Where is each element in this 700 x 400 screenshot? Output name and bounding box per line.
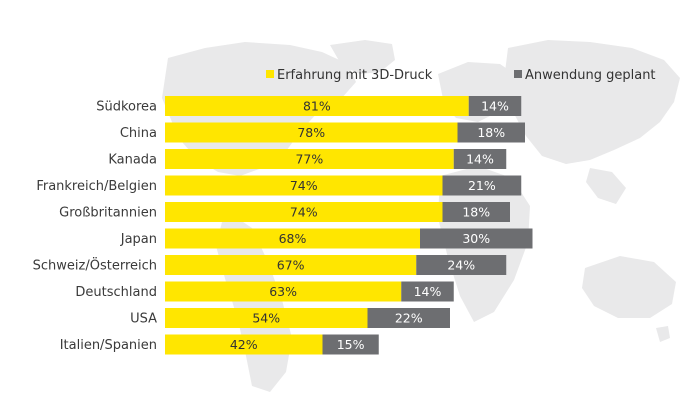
bar-china-series-0 — [165, 122, 458, 143]
value-label-suedkorea-series-0: 81% — [303, 99, 331, 114]
bar-italien-spanien-series-0 — [165, 334, 323, 355]
value-label-italien-spanien-series-0: 42% — [230, 337, 258, 352]
category-label-suedkorea: Südkorea — [96, 100, 157, 115]
bar-usa-series-1 — [367, 308, 450, 328]
category-label-deutschland: Deutschland — [75, 285, 157, 300]
value-label-usa-series-1: 22% — [395, 311, 423, 326]
value-label-schweiz-oesterreich-series-1: 24% — [447, 258, 475, 273]
value-label-schweiz-oesterreich-series-0: 67% — [277, 258, 305, 273]
bar-kanada-series-0 — [165, 149, 454, 169]
bar-japan-series-0 — [165, 228, 420, 249]
bar-grossbritannien-series-1 — [442, 202, 510, 222]
legend-label-anwendung: Anwendung geplant — [525, 68, 656, 83]
category-label-usa: USA — [130, 312, 157, 327]
category-label-kanada: Kanada — [108, 153, 157, 168]
category-label-grossbritannien: Großbritannien — [59, 206, 157, 221]
bar-kanada-series-1 — [453, 149, 507, 169]
bar-deutschland-series-1 — [401, 281, 454, 302]
bar-frankreich-belgien-series-1 — [442, 175, 522, 196]
category-label-china: China — [120, 126, 157, 141]
bar-usa-series-0 — [165, 308, 368, 328]
value-label-deutschland-series-1: 14% — [414, 284, 442, 299]
legend-swatch-anwendung — [514, 70, 522, 78]
bar-frankreich-belgien-series-0 — [165, 175, 443, 196]
value-label-suedkorea-series-1: 14% — [481, 99, 509, 114]
value-label-grossbritannien-series-1: 18% — [462, 205, 490, 220]
value-label-usa-series-0: 54% — [252, 311, 280, 326]
value-label-italien-spanien-series-1: 15% — [337, 337, 365, 352]
legend-swatch-erfahrung — [266, 70, 274, 78]
bar-schweiz-oesterreich-series-1 — [416, 255, 507, 275]
bar-schweiz-oesterreich-series-0 — [165, 255, 417, 275]
legend: Erfahrung mit 3D-Druck Anwendung geplant — [266, 68, 656, 83]
bar-italien-spanien-series-1 — [322, 334, 379, 355]
category-label-japan: Japan — [120, 232, 157, 247]
category-label-italien-spanien: Italien/Spanien — [60, 338, 157, 353]
legend-label-erfahrung: Erfahrung mit 3D-Druck — [277, 68, 433, 83]
bar-suedkorea-series-0 — [165, 96, 469, 116]
bar-deutschland-series-0 — [165, 281, 402, 302]
value-label-china-series-1: 18% — [477, 125, 505, 140]
value-label-japan-series-0: 68% — [279, 231, 307, 246]
bars-group: Südkorea 81% 14% China 78% 18% Kanada 77% 14% Fra… — [33, 96, 533, 355]
value-label-japan-series-1: 30% — [462, 231, 490, 246]
bar-grossbritannien-series-0 — [165, 202, 443, 222]
bar-china-series-1 — [457, 122, 525, 143]
value-label-frankreich-belgien-series-1: 21% — [468, 178, 496, 193]
bar-japan-series-1 — [420, 228, 533, 249]
value-label-frankreich-belgien-series-0: 74% — [290, 178, 318, 193]
category-label-frankreich-belgien: Frankreich/Belgien — [36, 179, 157, 194]
value-label-china-series-0: 78% — [297, 125, 325, 140]
value-label-deutschland-series-0: 63% — [269, 284, 297, 299]
value-label-grossbritannien-series-0: 74% — [290, 205, 318, 220]
value-label-kanada-series-0: 77% — [295, 152, 323, 167]
category-label-schweiz-oesterreich: Schweiz/Österreich — [33, 257, 157, 274]
bar-suedkorea-series-1 — [468, 96, 522, 116]
value-label-kanada-series-1: 14% — [466, 152, 494, 167]
